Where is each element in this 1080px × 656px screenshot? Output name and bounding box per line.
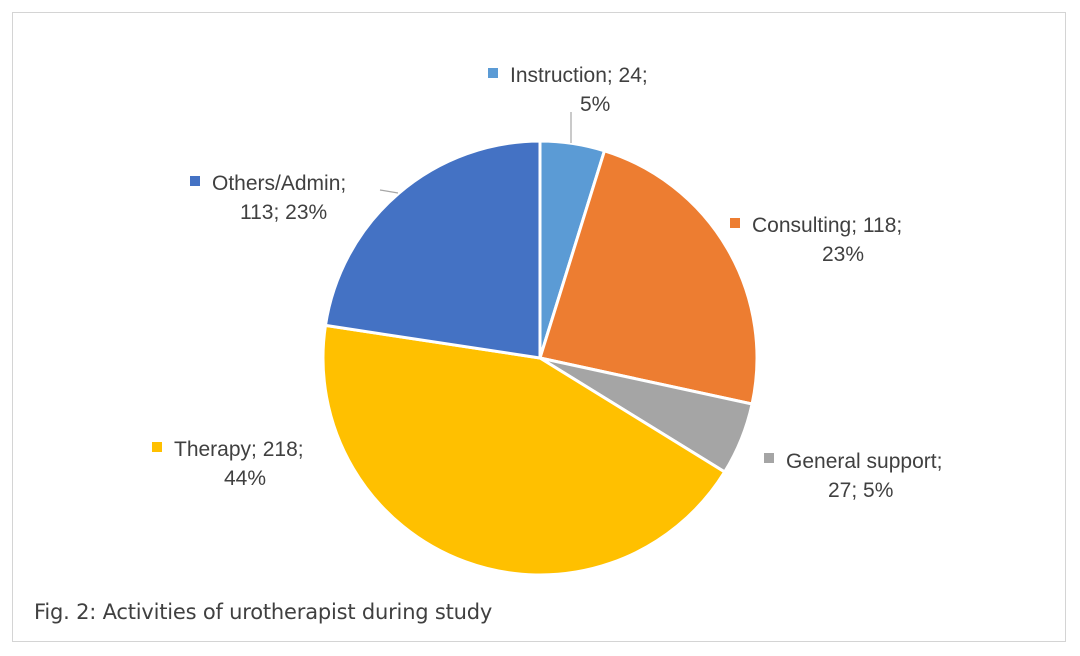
label-marker-consulting [730,218,740,228]
label-marker-others-admin [190,176,200,186]
pie-slice-therapy [321,323,727,577]
label-marker-therapy [152,442,162,452]
data-label-general-support-line1: General support; [786,450,942,473]
data-label-others-admin-line2: 113; 23% [240,201,327,224]
pie-slice-consulting [538,148,759,406]
data-label-general-support-line2: 27; 5% [828,479,893,502]
data-label-consulting-line2: 23% [822,243,864,266]
data-label-others-admin-line1: Others/Admin; [212,172,346,195]
data-label-therapy-line2: 44% [224,467,266,490]
leader-line-others-admin [379,189,399,194]
data-label-consulting-line1: Consulting; 118; [752,214,902,237]
label-marker-instruction [488,68,498,78]
data-label-instruction-line1: Instruction; 24; [510,64,648,87]
label-marker-general-support [764,453,774,463]
data-label-instruction-line2: 5% [580,93,610,116]
data-label-therapy-line1: Therapy; 218; [174,438,304,461]
figure-caption: Fig. 2: Activities of urotherapist durin… [34,600,493,624]
pie-slice-others-admin [323,139,542,360]
